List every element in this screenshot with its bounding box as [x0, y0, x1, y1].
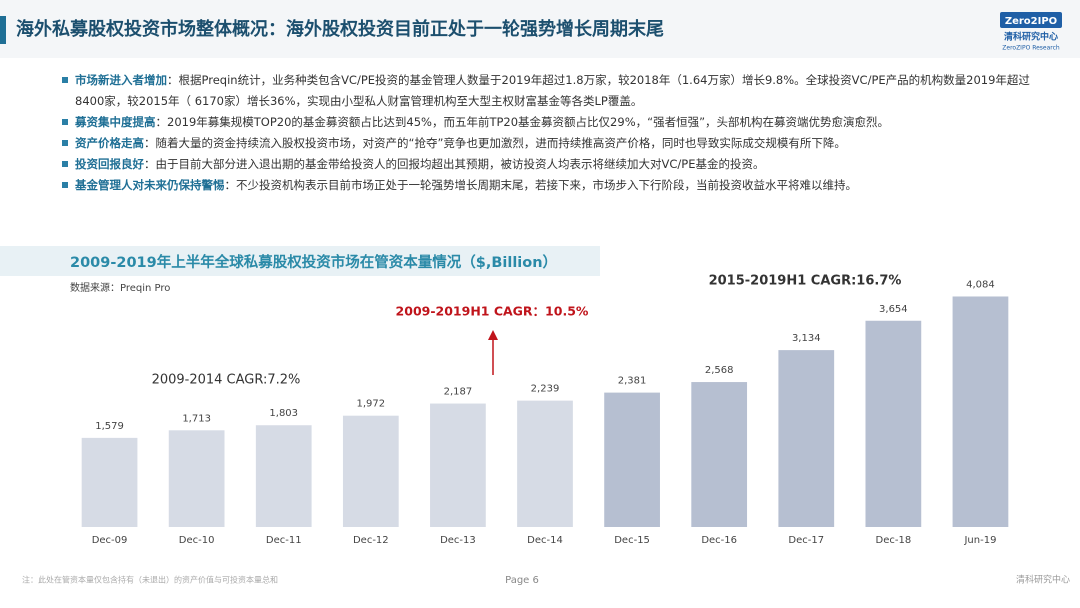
x-tick-label: Dec-13 — [440, 535, 476, 546]
bullet: 基金管理人对未来仍保持警惕：不少投资机构表示目前市场正处于一轮强势增长周期末尾，… — [62, 175, 1037, 196]
bullet: 投资回报良好：由于目前大部分进入退出期的基金带给投资人的回报均超出其预期，被访投… — [62, 154, 1037, 175]
bar — [778, 350, 835, 527]
annotation: 2009-2019H1 CAGR：10.5% — [396, 304, 589, 319]
value-label: 4,084 — [966, 279, 995, 290]
arrow-head — [488, 330, 498, 340]
logo-en: ZeroZIPO Research — [1002, 45, 1060, 52]
value-label: 1,713 — [182, 413, 211, 424]
bullet-label: 募资集中度提高 — [75, 115, 156, 129]
footer-brand: 清科研究中心 — [1016, 574, 1070, 586]
x-tick-label: Dec-09 — [92, 535, 128, 546]
bar — [865, 320, 922, 527]
source: 数据来源：Preqin Pro — [70, 281, 170, 294]
logo-cn: 清科研究中心 — [1004, 31, 1058, 43]
x-tick-label: Dec-18 — [876, 535, 912, 546]
bullet-text: ：随着大量的资金持续流入股权投资市场，对资产的“抢夺”竞争也更加激烈，进而持续推… — [144, 136, 846, 150]
x-tick-label: Jun-19 — [963, 535, 996, 546]
bullet-label: 投资回报良好 — [75, 157, 144, 171]
bar — [430, 403, 486, 527]
x-tick-label: Dec-14 — [527, 535, 563, 546]
value-label: 1,972 — [356, 399, 385, 410]
annotation: 2009-2014 CAGR:7.2% — [152, 373, 301, 388]
header-band — [0, 0, 1080, 58]
bullet-text: ：2019年募集规模TOP20的基金募资额占比达到45%，而五年前TP20基金募… — [155, 115, 890, 129]
logo: Zero2IPO — [1005, 16, 1057, 27]
bullet-text: ：不少投资机构表示目前市场正处于一轮强势增长周期末尾，若接下来，市场步入下行阶段… — [224, 178, 858, 192]
annotation: 2015-2019H1 CAGR:16.7% — [709, 274, 902, 289]
bullet-text: ：由于目前大部分进入退出期的基金带给投资人的回报均超出其预期，被访投资人均表示将… — [144, 157, 765, 171]
bullet-label: 市场新进入者增加 — [75, 73, 167, 87]
x-tick-label: Dec-16 — [701, 535, 737, 546]
x-tick-label: Dec-15 — [614, 535, 650, 546]
value-label: 2,568 — [705, 365, 734, 376]
value-label: 2,239 — [531, 384, 560, 395]
x-tick-label: Dec-17 — [788, 535, 824, 546]
x-tick-label: Dec-12 — [353, 535, 389, 546]
bar — [81, 437, 138, 527]
chart-title: 2009-2019年上半年全球私募股权投资市场在管资本量情况（$,Billion… — [70, 253, 557, 271]
bullet: 资产价格走高：随着大量的资金持续流入股权投资市场，对资产的“抢夺”竞争也更加激烈… — [62, 133, 1037, 154]
page-title: 海外私募股权投资市场整体概况：海外股权投资目前正处于一轮强势增长周期末尾 — [16, 18, 664, 40]
page-number: Page 6 — [505, 575, 539, 586]
bar — [342, 415, 399, 527]
bar — [255, 425, 312, 527]
value-label: 1,803 — [269, 408, 298, 419]
value-label: 2,187 — [444, 387, 473, 398]
bullet-list: 市场新进入者增加：根据Preqin统计，业务种类包含VC/PE投资的基金管理人数… — [62, 70, 1037, 196]
logo-box — [1000, 12, 1062, 28]
bar — [691, 382, 748, 527]
value-label: 3,134 — [792, 333, 821, 344]
value-label: 1,579 — [95, 421, 124, 432]
bar — [517, 400, 573, 527]
x-tick-label: Dec-11 — [266, 535, 302, 546]
header-accent — [0, 16, 6, 44]
bullet: 募资集中度提高：2019年募集规模TOP20的基金募资额占比达到45%，而五年前… — [62, 112, 1037, 133]
bar — [604, 392, 660, 527]
bullet-label: 资产价格走高 — [75, 136, 144, 150]
bar — [952, 296, 1009, 527]
bullet: 市场新进入者增加：根据Preqin统计，业务种类包含VC/PE投资的基金管理人数… — [62, 70, 1037, 112]
value-label: 2,381 — [618, 376, 647, 387]
chart-title-band — [0, 246, 600, 276]
bar — [168, 430, 225, 527]
x-tick-label: Dec-10 — [179, 535, 215, 546]
value-label: 3,654 — [879, 304, 908, 315]
bullet-label: 基金管理人对未来仍保持警惕 — [75, 178, 225, 192]
bullet-text: ：根据Preqin统计，业务种类包含VC/PE投资的基金管理人数量于2019年超… — [75, 73, 1030, 108]
footnote: 注：此处在管资本量仅包含持有（未退出）的资产价值与可投资本量总和 — [22, 575, 278, 585]
